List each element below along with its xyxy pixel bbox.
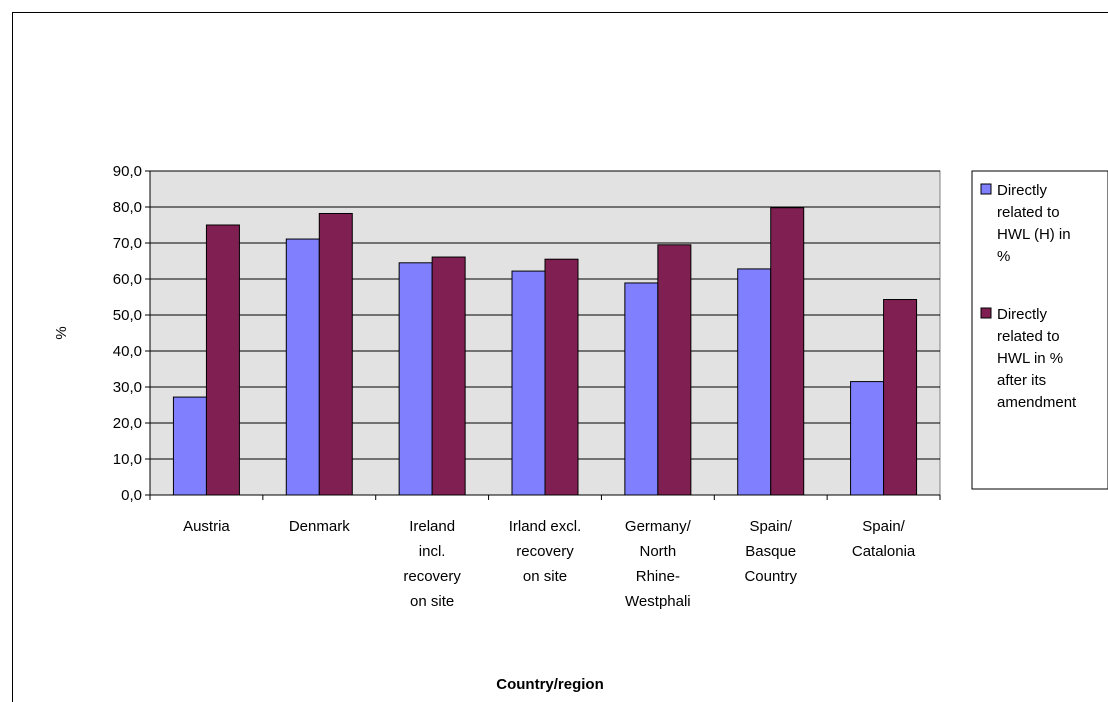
bar-series-1-7 [850, 381, 885, 496]
y-tick-label: 40,0 [113, 343, 142, 360]
chart-frame [12, 12, 1108, 702]
x-tick-labels: Austria Denmark Ireland incl. recovery on sit… [183, 518, 916, 610]
bar-series-1-5 [624, 282, 659, 496]
legend-box [971, 170, 1108, 490]
x-tick-label: Denmark [289, 518, 350, 535]
y-tick-label: 90,0 [113, 163, 142, 180]
bar-series-2-4 [544, 258, 579, 496]
bar-series-2-7 [883, 299, 918, 496]
y-tick-label: 10,0 [113, 451, 142, 468]
y-tick-label: 20,0 [113, 415, 142, 432]
y-tick-label: 70,0 [113, 235, 142, 252]
bar-series-1-1 [172, 396, 207, 496]
legend-swatch-1 [980, 183, 992, 195]
bars [172, 207, 918, 496]
y-tick-label: 0,0 [121, 487, 142, 504]
legend-swatch-2 [980, 307, 992, 319]
y-tick-label: 50,0 [113, 307, 142, 324]
y-tick-label: 80,0 [113, 199, 142, 216]
x-tick-label: Irland excl. recovery on site [509, 518, 582, 585]
bar-series-1-2 [285, 238, 320, 496]
y-axis-label: % [53, 326, 70, 339]
legend-label-1: Directly related to HWL (H) in% [997, 182, 1071, 265]
bar-series-1-6 [737, 268, 772, 496]
bar-series-2-5 [657, 244, 692, 496]
x-tick-label: Spain/Catalonia [852, 518, 916, 560]
bar-series-2-3 [431, 256, 466, 496]
x-axis-label: Country/region [496, 676, 604, 693]
bar-series-2-2 [318, 212, 353, 496]
legend-label-2: Directly related to HWL in % after its amend… [997, 306, 1077, 411]
y-tick-label: 60,0 [113, 271, 142, 288]
y-tick-label: 30,0 [113, 379, 142, 396]
legend: Directly related to HWL (H) in % Directly rel… [971, 170, 1108, 490]
bar-series-2-1 [205, 224, 240, 496]
bar-series-2-6 [770, 207, 805, 496]
x-tick-label: Ireland incl. recovery on site [403, 518, 461, 610]
x-tick-label: Austria [183, 518, 230, 535]
y-tick-labels: 0,0 10,0 20,0 30,0 40,0 50,0 60,0 70,0 80,0 90,0 [113, 163, 142, 504]
bar-series-1-3 [398, 262, 433, 496]
x-tick-label: Spain/Basque Country [744, 518, 797, 585]
bar-series-1-4 [511, 270, 546, 496]
axes [145, 170, 941, 500]
x-tick-label: Germany/North Rhine-Westphali [625, 518, 692, 610]
